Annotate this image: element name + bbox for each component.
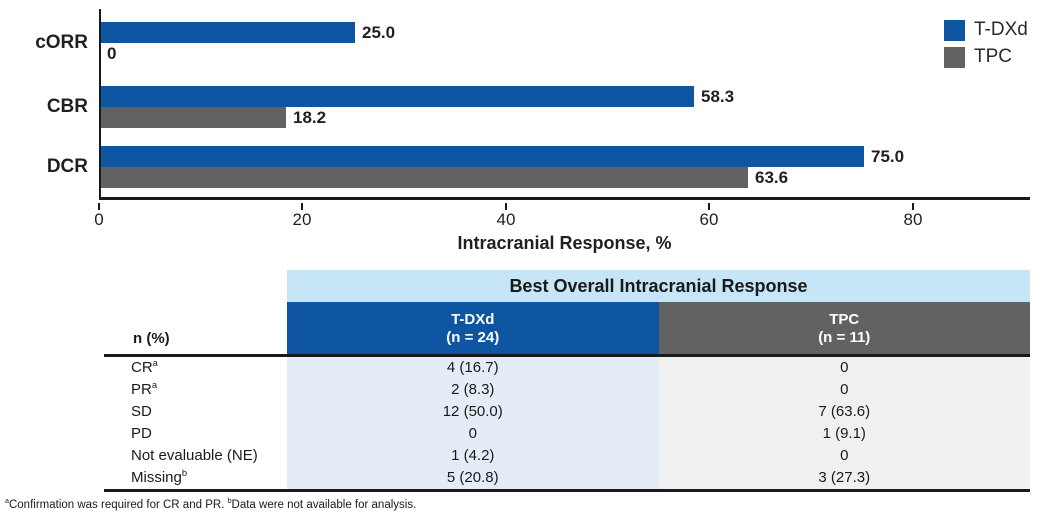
bar-value-label: 25.0 bbox=[362, 23, 396, 42]
plot-area: 25.0 0 58.3 18.2 75.0 63.6 bbox=[99, 9, 1030, 200]
row-label: Missingb bbox=[131, 468, 188, 486]
bar-tdxd-corr bbox=[101, 22, 355, 43]
bar-value-label: 0 bbox=[107, 44, 117, 63]
table-row: Not evaluable (NE) 1 (4.2) 0 bbox=[104, 445, 1030, 467]
cell-tpc: 7 (63.6) bbox=[658, 401, 1030, 423]
cell-tdxd: 5 (20.8) bbox=[287, 467, 659, 489]
table-body: CRa 4 (16.7) 0 PRa 2 (8.3) 0 SD 12 (50.0… bbox=[104, 357, 1030, 489]
row-label: CRa bbox=[131, 358, 158, 376]
cell-tdxd: 4 (16.7) bbox=[287, 357, 659, 379]
bar-tpc-cbr bbox=[101, 107, 286, 128]
x-axis-tick bbox=[505, 203, 507, 210]
bar-tdxd-cbr bbox=[101, 86, 694, 107]
cell-tdxd: 1 (4.2) bbox=[287, 445, 659, 467]
table-top-rule bbox=[104, 354, 1030, 357]
bar-value-label: 18.2 bbox=[293, 108, 327, 127]
column-header-name: T-DXd bbox=[451, 311, 495, 328]
legend-label: TPC bbox=[974, 46, 1012, 67]
x-axis-tick bbox=[301, 203, 303, 210]
x-axis-tick-label: 40 bbox=[496, 210, 516, 229]
bar-tdxd-dcr bbox=[101, 146, 864, 167]
legend-item-tpc: TPC bbox=[944, 46, 1028, 68]
x-axis-tick-label: 20 bbox=[292, 210, 312, 229]
x-axis-tick-label: 0 bbox=[94, 210, 104, 229]
column-header-n: (n = 11) bbox=[818, 329, 871, 346]
table-row: SD 12 (50.0) 7 (63.6) bbox=[104, 401, 1030, 423]
cell-tdxd: 0 bbox=[287, 423, 659, 445]
row-label: PD bbox=[131, 425, 152, 442]
x-axis-title: Intracranial Response, % bbox=[457, 233, 672, 253]
tdxd-swatch-icon bbox=[944, 19, 965, 41]
x-axis-tick bbox=[912, 203, 914, 210]
cell-tdxd: 2 (8.3) bbox=[287, 379, 659, 401]
category-label-DCR: DCR bbox=[46, 156, 88, 177]
bar-value-label: 75.0 bbox=[871, 147, 905, 166]
tpc-swatch-icon bbox=[944, 46, 965, 68]
column-header-tpc: TPC (n = 11) bbox=[658, 302, 1030, 355]
legend-label: T-DXd bbox=[974, 19, 1028, 40]
x-axis-tick-label: 80 bbox=[903, 210, 923, 229]
cell-tpc: 0 bbox=[658, 379, 1030, 401]
bar-value-label: 58.3 bbox=[701, 87, 735, 106]
cell-tpc: 0 bbox=[658, 445, 1030, 467]
table-row: CRa 4 (16.7) 0 bbox=[104, 357, 1030, 379]
row-label: Not evaluable (NE) bbox=[131, 447, 258, 464]
x-axis-tick bbox=[708, 203, 710, 210]
legend-item-tdxd: T-DXd bbox=[944, 19, 1028, 41]
table-title: Best Overall Intracranial Response bbox=[287, 270, 1030, 302]
row-label: SD bbox=[131, 403, 152, 420]
bar-value-label: 63.6 bbox=[755, 168, 789, 187]
bar-tpc-dcr bbox=[101, 167, 748, 188]
column-header-n: (n = 24) bbox=[446, 329, 500, 346]
cell-tpc: 3 (27.3) bbox=[658, 467, 1030, 489]
cell-tpc: 1 (9.1) bbox=[658, 423, 1030, 445]
x-axis-tick bbox=[98, 203, 100, 210]
category-label-CBR: CBR bbox=[46, 96, 88, 117]
x-axis-tick-label: 60 bbox=[699, 210, 719, 229]
table-row: PRa 2 (8.3) 0 bbox=[104, 379, 1030, 401]
category-label-cORR: cORR bbox=[35, 32, 88, 53]
table-row: PD 0 1 (9.1) bbox=[104, 423, 1030, 445]
table-bottom-rule bbox=[104, 489, 1030, 492]
row-header-n-pct: n (%) bbox=[133, 330, 170, 347]
footnote: aConfirmation was required for CR and PR… bbox=[5, 497, 417, 511]
cell-tdxd: 12 (50.0) bbox=[287, 401, 659, 423]
table-column-headers: T-DXd (n = 24) TPC (n = 11) bbox=[287, 302, 1030, 355]
row-label: PRa bbox=[131, 380, 158, 398]
cell-tpc: 0 bbox=[658, 357, 1030, 379]
legend: T-DXd TPC bbox=[944, 19, 1028, 73]
table-row: Missingb 5 (20.8) 3 (27.3) bbox=[104, 467, 1030, 489]
column-header-name: TPC bbox=[829, 311, 860, 328]
column-header-tdxd: T-DXd (n = 24) bbox=[287, 302, 659, 355]
